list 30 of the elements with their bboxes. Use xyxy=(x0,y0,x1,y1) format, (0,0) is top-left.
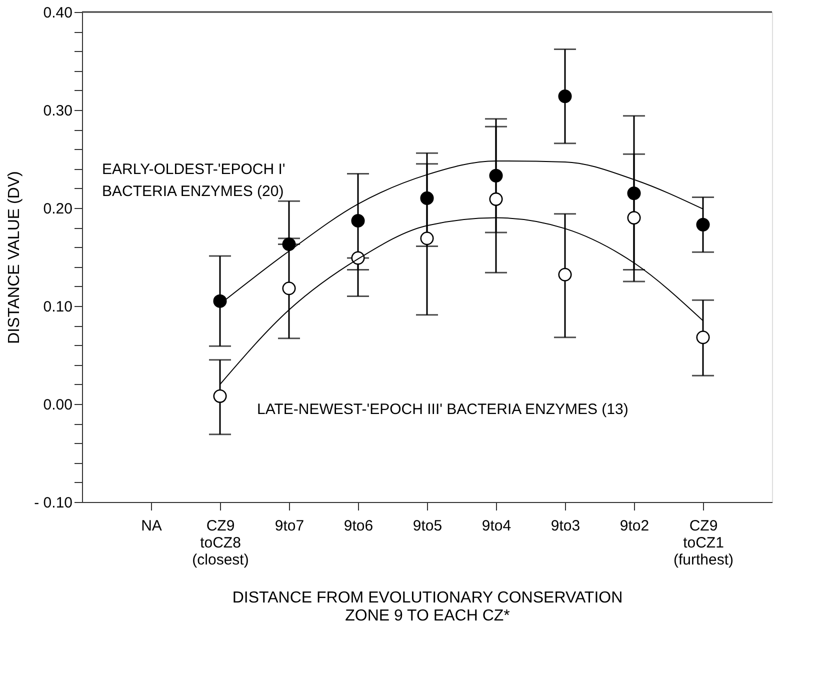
y-tick-label: - 0.10 xyxy=(34,494,72,512)
x-tick-label: 9to6 xyxy=(344,518,374,534)
x-tick-label: CZ9 toCZ8 (closest) xyxy=(192,518,249,568)
point xyxy=(489,192,503,206)
point xyxy=(558,90,572,104)
point xyxy=(558,268,572,282)
x-tick-label: 9to4 xyxy=(482,518,512,534)
x-tick-label: 9to2 xyxy=(620,518,650,534)
y-tick-label: 0.00 xyxy=(43,396,72,414)
x-tick-label: 9to7 xyxy=(274,518,304,534)
point xyxy=(213,389,227,403)
point xyxy=(351,214,365,228)
y-tick-label: 0.10 xyxy=(43,298,72,316)
y-tick-label: 0.40 xyxy=(43,4,72,22)
y-tick-label: 0.30 xyxy=(43,102,72,120)
x-tick-label: NA xyxy=(141,518,162,534)
x-tick-label: 9to5 xyxy=(412,518,442,534)
text: LATE-NEWEST-'EPOCH III' BACTERIA ENZYMES (13) xyxy=(257,401,628,418)
point xyxy=(696,218,710,232)
point xyxy=(213,294,227,308)
text: EARLY-OLDEST-'EPOCH I' BACTERIA ENZYMES (20) xyxy=(102,161,286,200)
y-axis-title: DISTANCE VALUE (DV) xyxy=(6,171,24,344)
point xyxy=(696,330,710,344)
point xyxy=(282,282,296,296)
x-tick-label: CZ9 toCZ1 (furthest) xyxy=(673,518,734,568)
x-tick-label: 9to3 xyxy=(550,518,580,534)
point xyxy=(627,211,641,225)
x-axis-title: DISTANCE FROM EVOLUTIONARY CONSERVATION ZONE 9 TO EACH CZ* xyxy=(232,590,623,624)
y-tick-label: 0.20 xyxy=(43,200,72,218)
point xyxy=(420,232,434,246)
